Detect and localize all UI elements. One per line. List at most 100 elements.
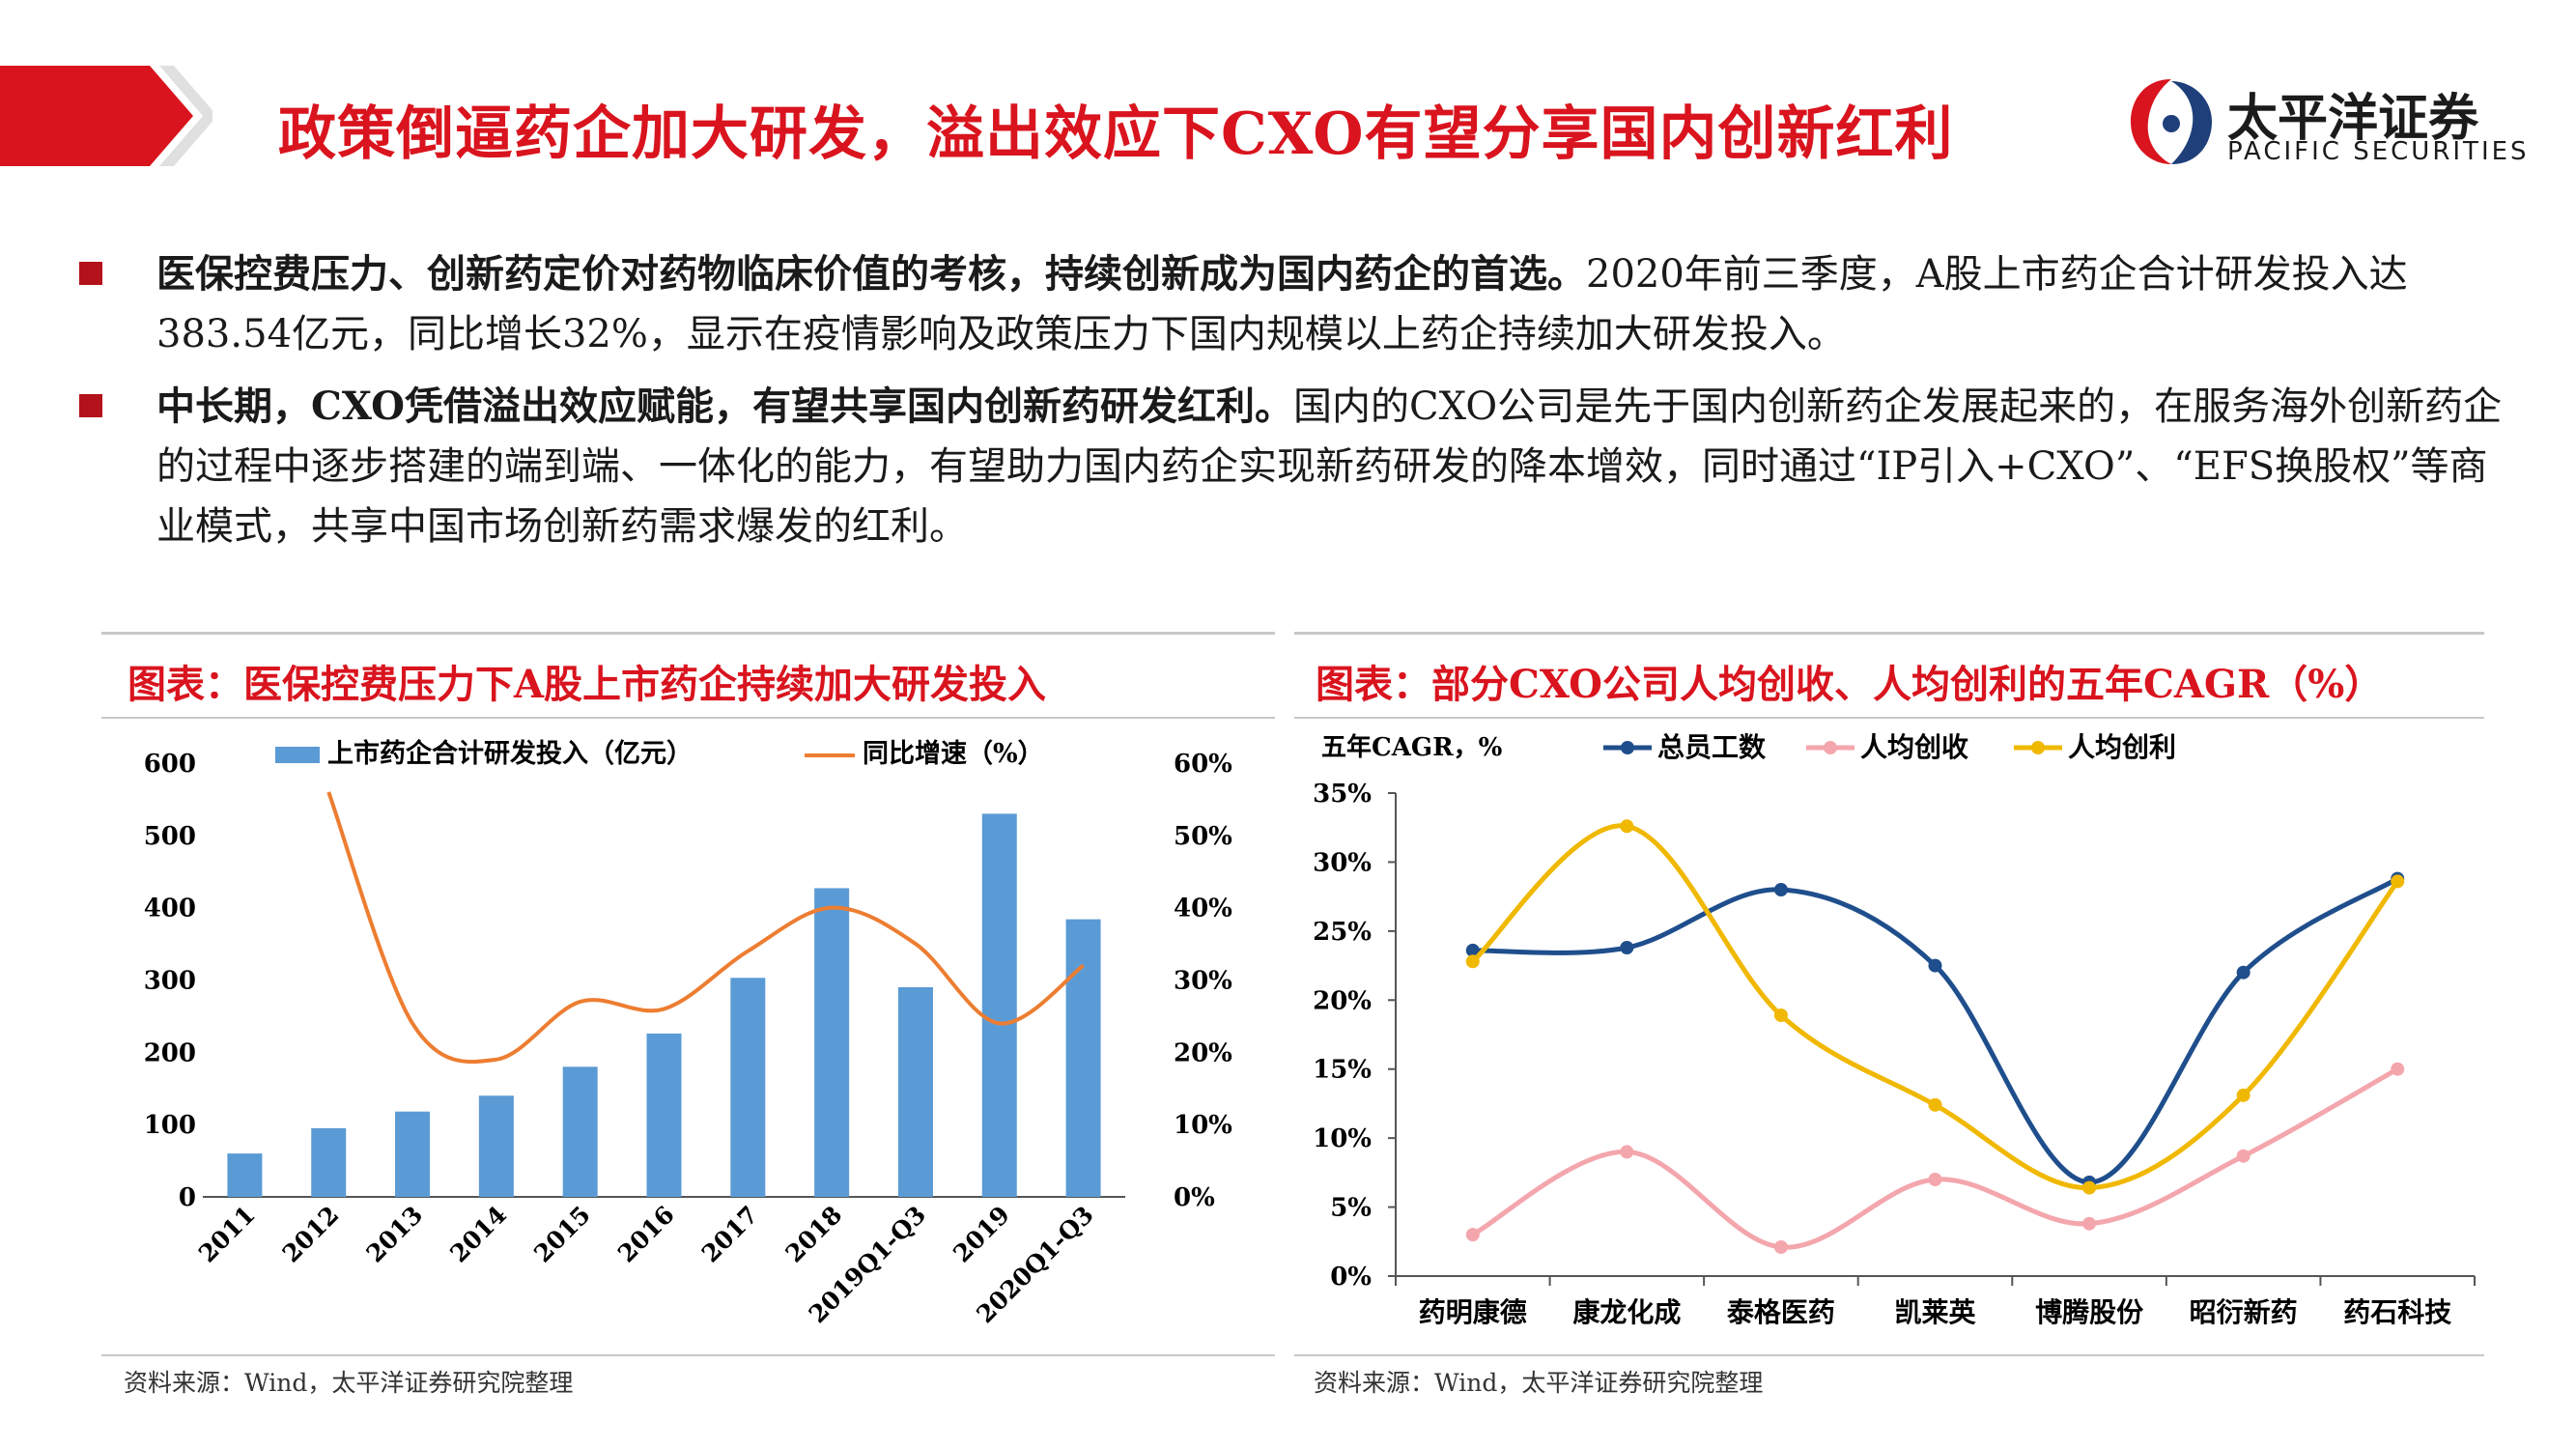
growth-line bbox=[326, 791, 1085, 1065]
x-tick-label: 2012 bbox=[277, 1201, 345, 1268]
data-point bbox=[1928, 1097, 1942, 1112]
y-tick-label: 5% bbox=[1330, 1194, 1372, 1223]
x-tick-label: 2015 bbox=[528, 1201, 596, 1268]
x-tick-label: 2016 bbox=[612, 1201, 680, 1268]
data-point bbox=[1465, 943, 1480, 957]
x-tick-label: 2017 bbox=[696, 1201, 764, 1268]
y2-tick-label: 50% bbox=[1174, 822, 1232, 851]
left-chart-source: 资料来源：Wind，太平洋证券研究院整理 bbox=[124, 1369, 574, 1397]
bar bbox=[897, 986, 933, 1197]
logo-english-name: PACIFIC SECURITIES bbox=[2227, 137, 2530, 166]
data-point bbox=[2391, 874, 2405, 889]
y2-tick-label: 60% bbox=[1174, 750, 1232, 779]
legend-label-line: 同比增速（%） bbox=[863, 738, 1044, 769]
y-tick-label: 10% bbox=[1313, 1124, 1372, 1153]
bar bbox=[311, 1127, 347, 1197]
data-point bbox=[1465, 954, 1480, 969]
series-line bbox=[1471, 1066, 2399, 1250]
y2-tick-label: 20% bbox=[1174, 1038, 1232, 1067]
legend-label: 人均创利 bbox=[2068, 731, 2176, 763]
data-point bbox=[1620, 819, 1634, 834]
left-chart-bottom-rule bbox=[101, 1354, 1275, 1356]
legend-marker bbox=[1621, 741, 1634, 754]
y-axis-title: 五年CAGR，% bbox=[1321, 732, 1503, 762]
data-point bbox=[1773, 1009, 1788, 1022]
y-tick-label: 25% bbox=[1313, 918, 1372, 947]
y-tick-label: 100 bbox=[144, 1111, 196, 1140]
x-tick-label: 泰格医药 bbox=[1727, 1296, 1835, 1328]
data-point bbox=[2236, 1149, 2250, 1163]
y-tick-label: 30% bbox=[1313, 848, 1372, 877]
bar bbox=[646, 1033, 682, 1197]
logo-emblem-icon bbox=[2131, 79, 2212, 164]
bar bbox=[981, 813, 1017, 1197]
bar bbox=[227, 1153, 263, 1197]
data-point bbox=[2082, 1216, 2097, 1231]
y-tick-label: 300 bbox=[144, 967, 196, 996]
y-tick-label: 0% bbox=[1330, 1263, 1372, 1292]
data-point bbox=[1620, 1145, 1634, 1159]
bullet-1-text: 2020年前三季度，A股上市药企合计研发投入达383.54亿元，同比增长32%，… bbox=[156, 252, 2408, 356]
bullet-1-bold: 医保控费压力、创新药定价对药物临床价值的考核，持续创新成为国内药企的首选。 bbox=[156, 251, 1586, 297]
legend-swatch-bar bbox=[275, 747, 320, 763]
x-tick-label: 2013 bbox=[361, 1201, 429, 1268]
header-arrow-band bbox=[0, 66, 212, 166]
x-tick-label: 博腾股份 bbox=[2035, 1296, 2143, 1328]
bullet-2-bold: 中长期，CXO凭借溢出效应赋能，有望共享国内创新药研发红利。 bbox=[156, 384, 1294, 429]
bullet-square-icon bbox=[79, 262, 102, 285]
data-point bbox=[2236, 1088, 2250, 1102]
left-chart-title-rule bbox=[101, 717, 1275, 719]
x-tick-label: 康龙化成 bbox=[1572, 1296, 1681, 1328]
x-tick-label: 2018 bbox=[780, 1201, 848, 1268]
bullet-1: 医保控费压力、创新药定价对药物临床价值的考核，持续创新成为国内药企的首选。202… bbox=[79, 244, 2513, 364]
legend-marker bbox=[2031, 741, 2045, 754]
bar bbox=[562, 1066, 598, 1197]
data-point bbox=[2082, 1180, 2097, 1195]
series-line bbox=[1472, 876, 2399, 1185]
y2-tick-label: 40% bbox=[1174, 895, 1232, 923]
x-tick-label: 昭衍新药 bbox=[2190, 1296, 2298, 1328]
data-point bbox=[1773, 1240, 1788, 1254]
data-point bbox=[1773, 883, 1788, 896]
right-chart-bottom-rule bbox=[1294, 1354, 2484, 1356]
data-point bbox=[1620, 941, 1634, 954]
data-point bbox=[2391, 1062, 2405, 1076]
y-tick-label: 15% bbox=[1313, 1056, 1372, 1085]
right-chart-top-rule bbox=[1294, 632, 2484, 635]
y2-tick-label: 10% bbox=[1174, 1111, 1232, 1140]
bar bbox=[1065, 919, 1101, 1197]
bullet-2: 中长期，CXO凭借溢出效应赋能，有望共享国内创新药研发红利。国内的CXO公司是先… bbox=[79, 377, 2513, 560]
x-tick-label: 凯莱英 bbox=[1894, 1296, 1976, 1328]
bar bbox=[395, 1111, 431, 1197]
y-tick-label: 200 bbox=[144, 1038, 196, 1067]
y-tick-label: 0 bbox=[179, 1183, 196, 1212]
x-tick-label: 2011 bbox=[193, 1201, 261, 1268]
data-point bbox=[2236, 965, 2250, 980]
y-tick-label: 600 bbox=[144, 750, 196, 779]
right-chart-plot: 五年CAGR，% 0% 5% 10% 15% 20% 25% 30% 35% 药明康德 康龙化成 泰格… bbox=[1313, 731, 2476, 1328]
x-tick-label: 2014 bbox=[444, 1201, 512, 1268]
y2-tick-label: 30% bbox=[1174, 967, 1232, 996]
legend-label: 总员工数 bbox=[1657, 731, 1767, 763]
legend-label: 人均创收 bbox=[1860, 731, 1968, 763]
series-line bbox=[1471, 823, 2400, 1191]
legend-marker bbox=[1824, 741, 1837, 754]
logo-chinese-name: 太平洋证券 bbox=[2227, 90, 2479, 148]
page-title: 政策倒逼药企加大研发，溢出效应下CXO有望分享国内创新红利 bbox=[278, 100, 1954, 168]
data-point bbox=[1928, 1173, 1942, 1186]
y2-tick-label: 0% bbox=[1174, 1183, 1215, 1212]
data-point bbox=[1928, 958, 1942, 973]
right-chart-source: 资料来源：Wind，太平洋证券研究院整理 bbox=[1314, 1369, 1764, 1397]
left-chart-title: 图表：医保控费压力下A股上市药企持续加大研发投入 bbox=[127, 662, 1047, 707]
x-tick-label: 2019 bbox=[948, 1201, 1015, 1268]
y-tick-label: 20% bbox=[1313, 986, 1372, 1015]
left-chart-plot: 0 100 200 300 400 500 600 0% 10% 20% 30% 40% 50% 60% 2… bbox=[144, 738, 1232, 1328]
company-logo: 太平洋证券 PACIFIC SECURITIES bbox=[2125, 70, 2531, 176]
y-tick-label: 400 bbox=[144, 895, 196, 923]
left-chart-top-rule bbox=[101, 632, 1275, 635]
data-point bbox=[1465, 1228, 1480, 1242]
bullet-2-text: 国内的CXO公司是先于国内创新药企发展起来的，在服务海外创新药企的过程中逐步搭建… bbox=[156, 384, 2503, 549]
bullet-square-icon bbox=[79, 394, 102, 417]
bar bbox=[730, 978, 766, 1197]
y-tick-label: 35% bbox=[1313, 780, 1372, 809]
